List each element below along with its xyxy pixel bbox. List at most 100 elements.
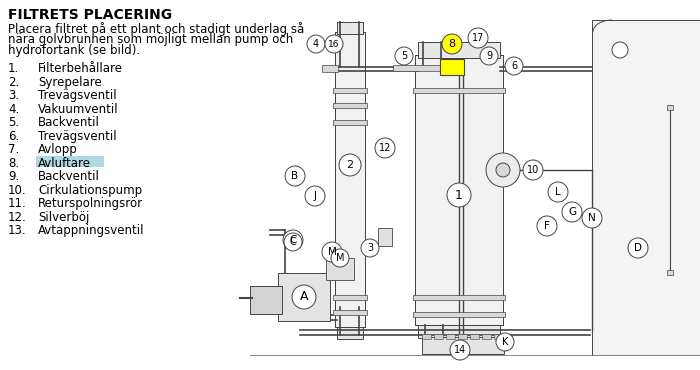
Bar <box>667 270 673 275</box>
Bar <box>413 295 505 300</box>
Text: Vakuumventil: Vakuumventil <box>38 102 118 115</box>
Text: 5: 5 <box>401 51 407 61</box>
Bar <box>434 334 443 339</box>
Circle shape <box>305 186 325 206</box>
Circle shape <box>331 249 349 267</box>
Text: 8: 8 <box>449 39 456 49</box>
Bar <box>418 325 500 338</box>
Bar <box>418 42 500 58</box>
Text: 12: 12 <box>379 143 391 153</box>
Text: 17: 17 <box>472 33 484 43</box>
Text: 2.: 2. <box>8 75 20 88</box>
Text: 4: 4 <box>313 39 319 49</box>
Text: Avluftare: Avluftare <box>38 157 91 169</box>
Text: Filterbehållare: Filterbehållare <box>38 62 123 75</box>
Bar <box>333 103 367 108</box>
Bar <box>393 65 443 71</box>
Text: C: C <box>290 237 296 247</box>
Bar <box>333 295 367 300</box>
Text: 7.: 7. <box>8 143 20 156</box>
Circle shape <box>548 182 568 202</box>
Circle shape <box>325 35 343 53</box>
Bar <box>326 258 354 280</box>
Text: 2: 2 <box>346 160 354 170</box>
Text: L: L <box>555 187 561 197</box>
Circle shape <box>395 47 413 65</box>
Text: Trevägsventil: Trevägsventil <box>38 89 117 102</box>
Bar <box>667 105 673 110</box>
Circle shape <box>582 208 602 228</box>
Circle shape <box>450 340 470 360</box>
Circle shape <box>375 138 395 158</box>
Circle shape <box>307 35 325 53</box>
FancyBboxPatch shape <box>36 156 104 167</box>
Circle shape <box>612 42 628 58</box>
Bar <box>250 286 282 314</box>
Bar <box>278 273 330 321</box>
Bar <box>337 327 363 339</box>
Circle shape <box>339 154 361 176</box>
Text: Backventil: Backventil <box>38 170 100 183</box>
Text: B: B <box>291 171 299 181</box>
Circle shape <box>447 183 471 207</box>
Circle shape <box>505 57 523 75</box>
Bar <box>333 120 367 125</box>
Text: D: D <box>634 243 642 253</box>
Text: G: G <box>568 207 576 217</box>
Text: Backventil: Backventil <box>38 116 100 129</box>
Circle shape <box>292 285 316 309</box>
Text: 8.: 8. <box>8 157 19 169</box>
Bar <box>335 32 365 327</box>
Text: Cirkulationspump: Cirkulationspump <box>38 184 142 196</box>
Text: nära golvbrunnen som möjligt mellan pump och: nära golvbrunnen som möjligt mellan pump… <box>8 33 293 46</box>
Bar <box>458 334 467 339</box>
Bar <box>422 337 504 354</box>
Bar <box>415 55 503 325</box>
Text: hydrofortank (se bild).: hydrofortank (se bild). <box>8 44 140 57</box>
Circle shape <box>468 28 488 48</box>
Text: 10.: 10. <box>8 184 27 196</box>
Text: M: M <box>328 247 337 257</box>
Circle shape <box>285 166 305 186</box>
Bar <box>333 310 367 315</box>
Bar <box>440 59 464 75</box>
Bar <box>322 65 338 72</box>
Text: Avtappningsventil: Avtappningsventil <box>38 224 144 237</box>
Circle shape <box>562 202 582 222</box>
Text: 6.: 6. <box>8 130 20 142</box>
Bar <box>470 334 479 339</box>
Text: 12.: 12. <box>8 211 27 223</box>
Text: M: M <box>336 253 344 263</box>
Text: Trevägsventil: Trevägsventil <box>38 130 117 142</box>
Bar <box>335 32 365 327</box>
Bar <box>337 22 363 34</box>
Text: Placera filtret på ett plant och stadigt underlag så: Placera filtret på ett plant och stadigt… <box>8 22 304 36</box>
Text: 5.: 5. <box>8 116 19 129</box>
Text: 11.: 11. <box>8 197 27 210</box>
Text: N: N <box>588 213 596 223</box>
Circle shape <box>480 47 498 65</box>
Text: Silverböj: Silverböj <box>38 211 90 223</box>
Text: Syrepelare: Syrepelare <box>38 75 102 88</box>
Circle shape <box>361 239 379 257</box>
Bar <box>446 334 455 339</box>
Text: Returspolningsrör: Returspolningsrör <box>38 197 143 210</box>
Circle shape <box>322 242 342 262</box>
Bar <box>422 334 431 339</box>
Circle shape <box>496 163 510 177</box>
Bar <box>378 228 392 246</box>
Bar <box>413 88 505 93</box>
Text: C: C <box>289 235 297 245</box>
Circle shape <box>283 230 303 250</box>
Text: 3.: 3. <box>8 89 19 102</box>
Text: 16: 16 <box>328 40 339 48</box>
Text: FILTRETS PLACERING: FILTRETS PLACERING <box>8 8 172 22</box>
Bar <box>592 20 700 355</box>
Circle shape <box>628 238 648 258</box>
Circle shape <box>496 333 514 351</box>
Text: 13.: 13. <box>8 224 27 237</box>
Bar <box>333 88 367 93</box>
Text: 9: 9 <box>486 51 492 61</box>
Text: 6: 6 <box>511 61 517 71</box>
Bar <box>413 312 505 317</box>
